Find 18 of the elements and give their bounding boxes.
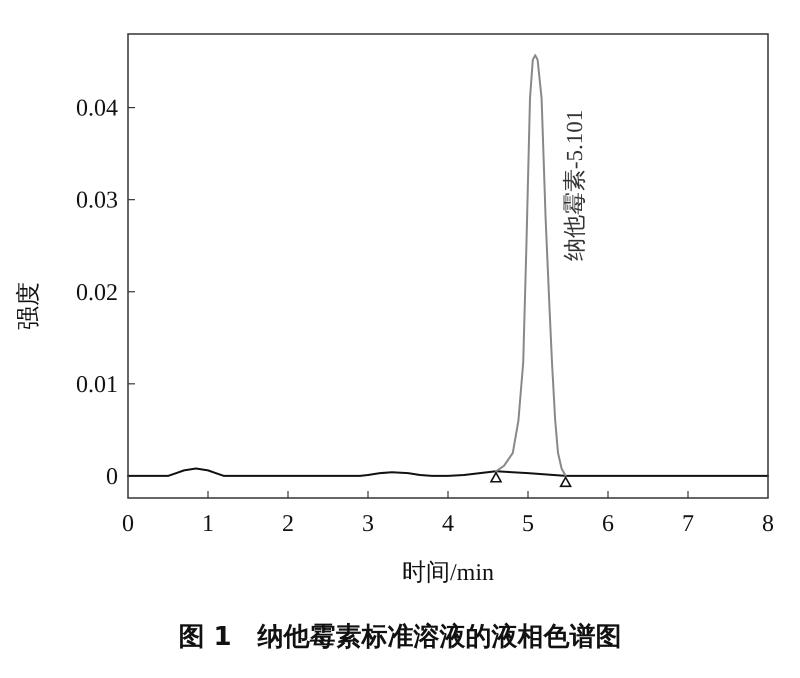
x-axis-title: 时间/min xyxy=(402,560,494,586)
x-tick-label: 8 xyxy=(762,511,774,537)
y-tick-label: 0 xyxy=(106,464,118,490)
x-tick-label: 3 xyxy=(362,511,374,537)
x-tick-label: 1 xyxy=(202,511,214,537)
x-tick-label: 6 xyxy=(602,511,614,537)
y-axis-title: 强度 xyxy=(15,282,42,330)
annotation: 纳他霉素-5.101 xyxy=(562,110,587,262)
x-tick-label: 4 xyxy=(442,511,454,537)
y-tick-label: 0.01 xyxy=(76,372,118,398)
x-tick-label: 5 xyxy=(522,511,534,537)
y-tick-label: 0.03 xyxy=(76,188,118,214)
y-tick-label: 0.04 xyxy=(76,96,118,122)
x-tick-label: 2 xyxy=(282,511,294,537)
x-tick-label: 0 xyxy=(122,511,134,537)
text: 图 1 纳他霉素标准溶液的液相色谱图 xyxy=(178,622,622,652)
y-tick-label: 0.02 xyxy=(76,280,118,306)
x-tick-label: 7 xyxy=(682,511,694,537)
